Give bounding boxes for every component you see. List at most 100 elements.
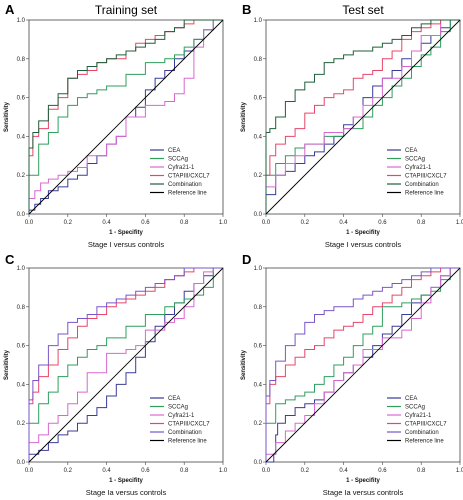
legend-label: CTAPIII/CXCL7 bbox=[405, 422, 447, 428]
legend-label: CTAPIII/CXCL7 bbox=[168, 422, 210, 428]
roc-panel-d: D 0.0 0.2 0.4 0.6 0.8 1.0 0.0 0.2 0.4 0.6 0.8 1.0 1 -… bbox=[241, 252, 463, 497]
y-tick-label: 0.6 bbox=[254, 96, 263, 102]
series-line-combination bbox=[265, 267, 460, 462]
x-axis-label: 1 - Specifity bbox=[109, 478, 143, 484]
panel-letter: B bbox=[242, 2, 251, 17]
legend-label: CTAPIII/CXCL7 bbox=[168, 174, 210, 180]
legend-label: Cyfra21-1 bbox=[168, 165, 195, 171]
legend-label: SCCAg bbox=[168, 405, 188, 411]
y-tick-label: 0.4 bbox=[17, 134, 26, 140]
legend-label: Combination bbox=[168, 182, 202, 188]
legend-label: Reference line bbox=[405, 191, 444, 197]
x-tick-label: 0.8 bbox=[417, 220, 426, 226]
y-tick-label: 0.2 bbox=[17, 173, 26, 179]
series-line-cyfra21-1 bbox=[28, 19, 223, 214]
x-axis-label: 1 - Specifity bbox=[346, 478, 380, 484]
x-tick-label: 1.0 bbox=[219, 220, 228, 226]
series-line-combination bbox=[28, 19, 223, 214]
series-line-reference-line bbox=[265, 19, 461, 215]
y-axis-label: Sensitivity bbox=[4, 101, 10, 132]
y-tick-label: 1.0 bbox=[254, 18, 263, 24]
y-axis-label: Sensitivity bbox=[4, 349, 10, 380]
panel-letter: D bbox=[242, 252, 251, 267]
series-line-sccag bbox=[265, 267, 460, 462]
y-tick-label: 0.0 bbox=[254, 460, 263, 466]
x-tick-label: 0.2 bbox=[64, 220, 73, 226]
x-tick-label: 0.4 bbox=[339, 468, 348, 474]
x-tick-label: 0.2 bbox=[301, 220, 310, 226]
x-tick-label: 0.6 bbox=[141, 220, 150, 226]
panel-caption: Stage I versus controls bbox=[325, 240, 402, 249]
legend-label: Combination bbox=[168, 430, 202, 436]
series-line-combination bbox=[265, 19, 460, 214]
y-tick-label: 0.6 bbox=[17, 96, 26, 102]
legend-label: SCCAg bbox=[168, 157, 188, 163]
x-tick-label: 1.0 bbox=[219, 468, 228, 474]
plot-frame bbox=[28, 19, 224, 215]
legend-label: SCCAg bbox=[405, 157, 425, 163]
y-tick-label: 0.4 bbox=[17, 382, 26, 388]
series-line-sccag bbox=[28, 19, 223, 214]
x-tick-label: 0.4 bbox=[102, 468, 111, 474]
x-axis-label: 1 - Specifity bbox=[109, 230, 143, 236]
series-line-cyfra21-1 bbox=[265, 267, 460, 462]
legend-label: Cyfra21-1 bbox=[405, 413, 432, 419]
roc-panel-b: B Test set 0.0 0.2 0.4 0.6 0.8 1.0 0.0 0.2 0.4 0.6 0… bbox=[241, 2, 463, 249]
plot-frame bbox=[265, 19, 461, 215]
y-tick-label: 0.2 bbox=[254, 421, 263, 427]
series-line-cyfra21-1 bbox=[265, 19, 460, 214]
y-tick-label: 0.8 bbox=[17, 305, 26, 311]
legend-label: Reference line bbox=[168, 191, 207, 197]
x-tick-label: 0.4 bbox=[102, 220, 111, 226]
series-line-ctapiii-cxcl7 bbox=[265, 267, 460, 462]
series-line-cea bbox=[28, 267, 223, 462]
legend-label: Combination bbox=[405, 182, 439, 188]
y-tick-label: 0.0 bbox=[254, 212, 263, 218]
y-axis-label: Sensitivity bbox=[241, 349, 247, 380]
y-tick-label: 0.6 bbox=[254, 344, 263, 350]
x-tick-label: 1.0 bbox=[456, 468, 463, 474]
y-tick-label: 0.8 bbox=[17, 57, 26, 63]
x-tick-label: 0.6 bbox=[378, 468, 387, 474]
panel-caption: Stage I versus controls bbox=[88, 240, 165, 249]
legend-label: SCCAg bbox=[405, 405, 425, 411]
panel-letter: A bbox=[5, 2, 15, 17]
legend-label: Reference line bbox=[405, 439, 444, 445]
series-line-reference-line bbox=[28, 19, 224, 215]
legend-label: CEA bbox=[405, 396, 417, 402]
x-tick-label: 0.2 bbox=[64, 468, 73, 474]
x-tick-label: 0.0 bbox=[25, 468, 34, 474]
panel-title: Training set bbox=[95, 3, 158, 17]
y-tick-label: 0.4 bbox=[254, 382, 263, 388]
plot-frame bbox=[265, 267, 461, 463]
legend-label: Combination bbox=[405, 430, 439, 436]
x-tick-label: 0.2 bbox=[301, 468, 310, 474]
x-tick-label: 0.0 bbox=[262, 468, 271, 474]
y-tick-label: 0.4 bbox=[254, 134, 263, 140]
y-tick-label: 0.2 bbox=[254, 173, 263, 179]
x-tick-label: 0.0 bbox=[25, 220, 34, 226]
legend-label: Cyfra21-1 bbox=[405, 165, 432, 171]
legend-label: CTAPIII/CXCL7 bbox=[405, 174, 447, 180]
x-tick-label: 0.6 bbox=[141, 468, 150, 474]
y-tick-label: 1.0 bbox=[17, 18, 26, 24]
legend-label: CEA bbox=[405, 148, 417, 154]
y-axis-label: Sensitivity bbox=[241, 101, 247, 132]
y-tick-label: 0.0 bbox=[17, 212, 26, 218]
x-tick-label: 0.6 bbox=[378, 220, 387, 226]
y-tick-label: 0.6 bbox=[17, 344, 26, 350]
y-tick-label: 1.0 bbox=[254, 266, 263, 272]
legend-label: Cyfra21-1 bbox=[168, 413, 195, 419]
series-line-cyfra21-1 bbox=[28, 267, 223, 462]
y-tick-label: 0.0 bbox=[17, 460, 26, 466]
legend-label: Reference line bbox=[168, 439, 207, 445]
plot-frame bbox=[28, 267, 224, 463]
roc-panel-a: A Training set 0.0 0.2 0.4 0.6 0.8 1.0 0.0 0.2 0.4… bbox=[4, 2, 228, 249]
series-line-ctapiii-cxcl7 bbox=[265, 19, 460, 214]
series-line-reference-line bbox=[265, 267, 461, 463]
panel-title: Test set bbox=[342, 3, 384, 17]
x-tick-label: 0.8 bbox=[180, 220, 189, 226]
roc-panel-c: C 0.0 0.2 0.4 0.6 0.8 1.0 0.0 0.2 0.4 0.6 0.8 1.0 1 -… bbox=[4, 252, 228, 497]
x-tick-label: 0.8 bbox=[180, 468, 189, 474]
